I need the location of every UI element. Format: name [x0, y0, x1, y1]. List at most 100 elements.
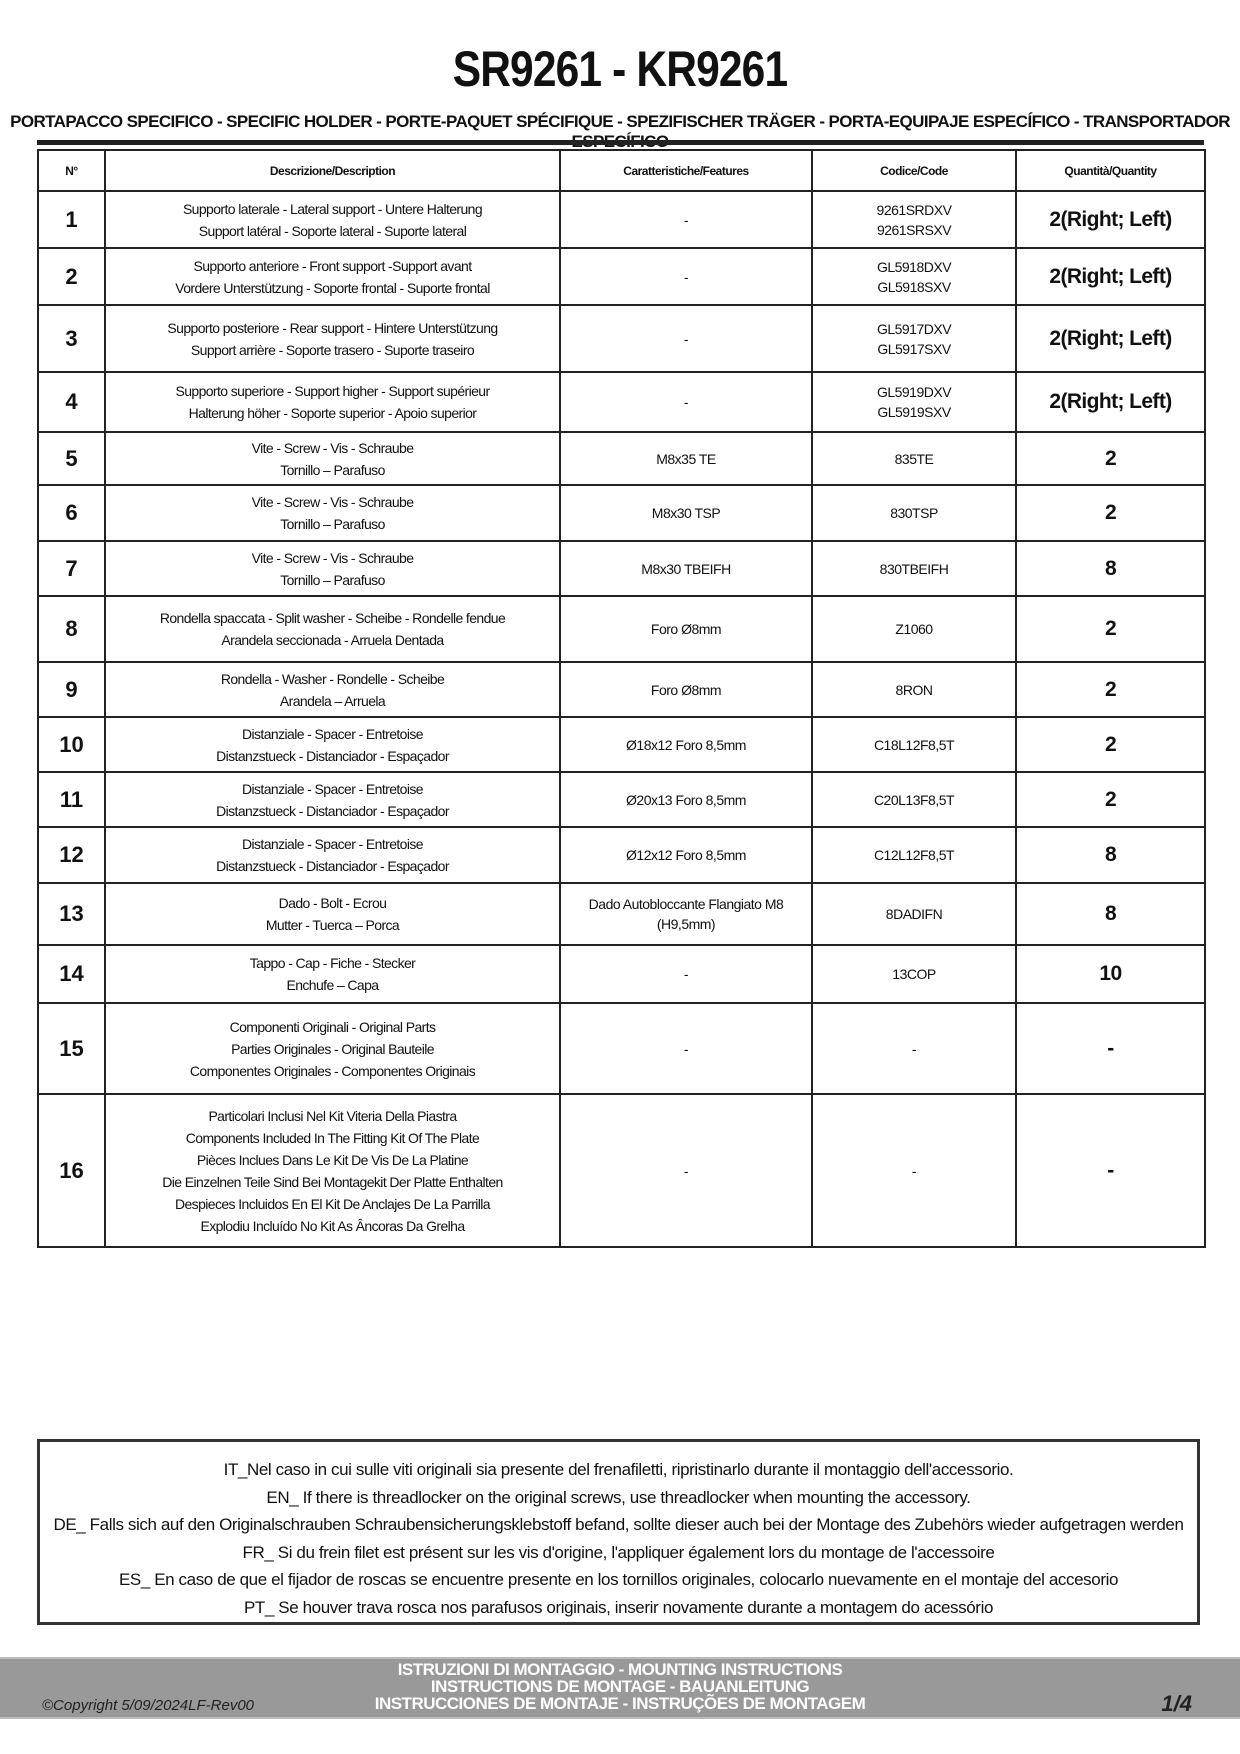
- cell-features: -: [559, 247, 813, 306]
- cell-number-line: 14: [59, 961, 84, 986]
- cell-number: 16: [37, 1093, 106, 1248]
- cell-description: Tappo - Cap - Fiche - Stecker Enchufe – C…: [104, 944, 561, 1004]
- col-features: Caratteristiche/Features: [559, 149, 813, 192]
- cell-quantity-line: 8: [1104, 843, 1117, 866]
- cell-features: Dado Autobloccante Flangiato M8 (H9,5mm): [559, 882, 813, 946]
- cell-code: 8RON: [811, 661, 1017, 718]
- cell-description: Supporto laterale - Lateral support - Un…: [104, 190, 561, 249]
- cell-code-line: C20L13F8,5T: [873, 791, 955, 808]
- cell-description: Vite - Screw - Vis - Schraube Tornillo – …: [104, 540, 561, 597]
- cell-code: -: [811, 1002, 1017, 1095]
- cell-number-line: 16: [59, 1157, 84, 1183]
- cell-code-line: 9261SRDXV: [876, 201, 952, 218]
- note-de: DE_ Falls sich auf den Originalschrauben…: [53, 1515, 1184, 1534]
- cell-code: -: [811, 1093, 1017, 1248]
- cell-number-line: 1: [65, 206, 78, 232]
- page-number: 1/4: [1161, 1691, 1192, 1716]
- cell-number: 4: [37, 371, 106, 433]
- cell-features: Ø18x12 Foro 8,5mm: [559, 716, 813, 773]
- cell-code: C20L13F8,5T: [811, 771, 1017, 828]
- cell-description: Particolari Inclusi Nel Kit Viteria Dell…: [104, 1093, 561, 1248]
- cell-quantity-line: 2: [1104, 617, 1117, 640]
- cell-description-line: Distanziale - Spacer - Entretoise: [242, 836, 424, 852]
- cell-code: C18L12F8,5T: [811, 716, 1017, 773]
- cell-features: -: [559, 1002, 813, 1095]
- cell-features-line: -: [683, 268, 689, 285]
- cell-quantity-line: 2(Right; Left): [1049, 207, 1172, 231]
- cell-number-line: 15: [59, 1035, 84, 1061]
- cell-number: 8: [37, 595, 106, 663]
- cell-description-line: Componenti Originali - Original Parts: [229, 1018, 436, 1035]
- cell-description-line: Support arrière - Soporte trasero - Supo…: [190, 341, 475, 358]
- cell-number: 14: [37, 944, 106, 1004]
- cell-description-line: Componentes Originales - Componentes Ori…: [189, 1062, 476, 1079]
- cell-features-line: -: [683, 966, 689, 982]
- cell-code-line: GL5918DXV: [876, 258, 952, 275]
- cell-number-line: 13: [59, 901, 84, 926]
- cell-description-line: Vordere Unterstützung - Soporte frontal …: [175, 279, 490, 296]
- cell-quantity: 10: [1015, 944, 1206, 1004]
- cell-description-line: Tornillo – Parafuso: [280, 516, 385, 532]
- note-fr: FR_ Si du frein filet est présent sur le…: [242, 1542, 995, 1562]
- cell-description: Supporto posteriore - Rear support - Hin…: [104, 304, 561, 373]
- cell-quantity: 2: [1015, 431, 1206, 486]
- cell-number-line: 8: [65, 616, 78, 641]
- cell-features-line: -: [683, 211, 689, 228]
- cell-quantity: 2: [1015, 595, 1206, 663]
- cell-features: -: [559, 1093, 813, 1248]
- cell-quantity: -: [1015, 1093, 1206, 1248]
- cell-features-line: M8x30 TBEIFH: [641, 560, 731, 577]
- cell-number: 1: [37, 190, 106, 249]
- header-rule: [37, 140, 1204, 145]
- cell-description: Componenti Originali - Original Parts Par…: [104, 1002, 561, 1095]
- footer-title-line: INSTRUCTIONS DE MONTAGE - BAUANLEITUNG: [430, 1677, 810, 1696]
- table-row: 12 Distanziale - Spacer - Entretoise Dista…: [37, 826, 1206, 884]
- table-row: 13 Dado - Bolt - Ecrou Mutter - Tuerca – P…: [37, 882, 1206, 946]
- cell-description: Supporto anteriore - Front support -Supp…: [104, 247, 561, 306]
- cell-code: Z1060: [811, 595, 1017, 663]
- cell-description-line: Enchufe – Capa: [286, 977, 379, 993]
- cell-quantity: 2(Right; Left): [1015, 190, 1206, 249]
- cell-description-line: Distanzstueck - Distanciador - Espaçador: [216, 858, 449, 874]
- cell-quantity-line: 2(Right; Left): [1049, 326, 1172, 350]
- table-row: 2 Supporto anteriore - Front support -Sup…: [37, 247, 1206, 306]
- cell-code: 13COP: [811, 944, 1017, 1004]
- cell-quantity: -: [1015, 1002, 1206, 1095]
- cell-code-line: 13COP: [892, 966, 936, 982]
- cell-description-line: Halterung höher - Soporte superior - Apo…: [188, 405, 477, 421]
- cell-quantity-line: 2: [1104, 501, 1117, 524]
- cell-description: Supporto superiore - Support higher - Su…: [104, 371, 561, 433]
- cell-features-line: Foro Ø8mm: [650, 621, 722, 637]
- cell-number-line: 10: [59, 731, 84, 757]
- cell-description: Distanziale - Spacer - Entretoise Distanz…: [104, 771, 561, 828]
- cell-quantity: 2(Right; Left): [1015, 371, 1206, 433]
- cell-code-line: 830TBEIFH: [879, 560, 949, 577]
- cell-description-line: Distanzstueck - Distanciador - Espaçador: [216, 747, 449, 764]
- cell-features-line: Ø18x12 Foro 8,5mm: [626, 736, 746, 753]
- cell-features-line: -: [683, 1162, 689, 1179]
- cell-features: M8x30 TSP: [559, 484, 813, 542]
- cell-quantity: 8: [1015, 882, 1206, 946]
- cell-description: Distanziale - Spacer - Entretoise Distanz…: [104, 826, 561, 884]
- table-row: 8 Rondella spaccata - Split washer - Sche…: [37, 595, 1206, 663]
- cell-code-line: 830TSP: [890, 505, 938, 521]
- cell-description-line: Vite - Screw - Vis - Schraube: [251, 439, 414, 456]
- cell-number-line: 4: [65, 389, 78, 414]
- cell-quantity-line: -: [1107, 1036, 1114, 1060]
- cell-number: 3: [37, 304, 106, 373]
- cell-code: 9261SRDXV 9261SRSXV: [811, 190, 1017, 249]
- cell-features: Ø20x13 Foro 8,5mm: [559, 771, 813, 828]
- cell-code: GL5917DXV GL5917SXV: [811, 304, 1017, 373]
- cell-number-line: 5: [65, 445, 78, 471]
- copyright: ©Copyright 5/09/2024LF-Rev00: [42, 1697, 255, 1714]
- page-subtitle: PORTAPACCO SPECIFICO - SPECIFIC HOLDER -…: [10, 112, 1230, 151]
- cell-code: 8DADIFN: [811, 882, 1017, 946]
- cell-number: 10: [37, 716, 106, 773]
- cell-description-line: Vite - Screw - Vis - Schraube: [251, 549, 414, 566]
- cell-code: 830TSP: [811, 484, 1017, 542]
- cell-features-line: -: [683, 394, 689, 410]
- cell-description: Dado - Bolt - Ecrou Mutter - Tuerca – Por…: [104, 882, 561, 946]
- footer-titles: ISTRUZIONI DI MONTAGGIO - MOUNTING INSTR…: [0, 1661, 1240, 1712]
- cell-quantity: 8: [1015, 540, 1206, 597]
- cell-code: 835TE: [811, 431, 1017, 486]
